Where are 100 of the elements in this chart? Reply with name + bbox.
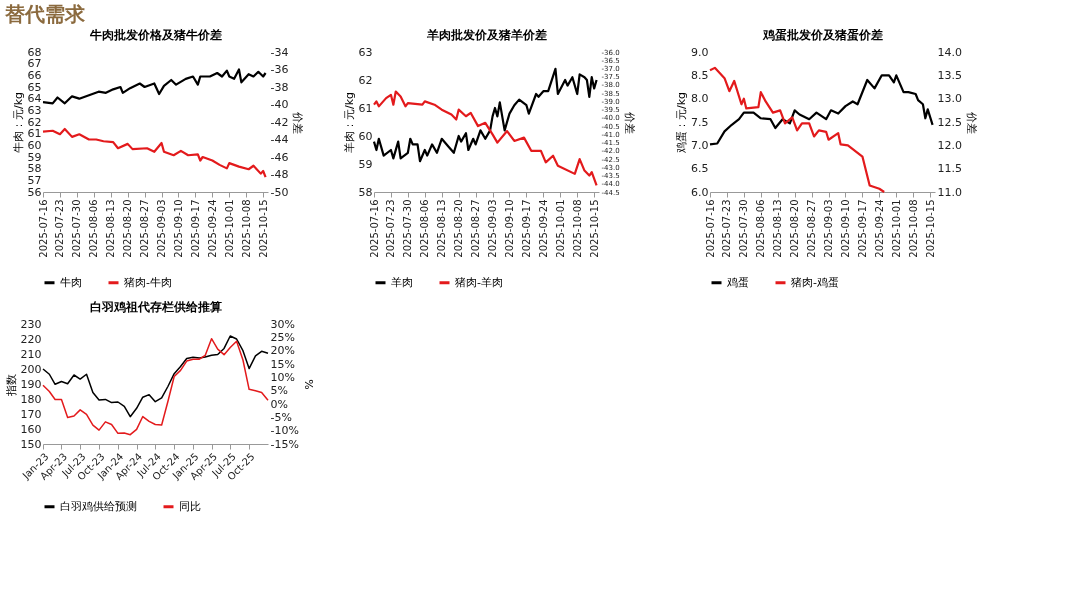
x-tick-label: 2025-09-10 xyxy=(172,199,184,258)
chart-title: 牛肉批发价格及猪牛价差 xyxy=(88,28,222,42)
y2-tick-label: 25% xyxy=(270,330,295,344)
x-tick-label: 2025-08-27 xyxy=(470,199,482,258)
x-tick-label: 2025-09-17 xyxy=(189,199,201,258)
x-tick-label: 2025-10-01 xyxy=(554,199,566,258)
x-tick-label: 2025-10-01 xyxy=(223,199,235,258)
x-tick-label: 2025-09-10 xyxy=(503,199,515,258)
x-tick-label: 2025-08-13 xyxy=(436,199,448,258)
y-tick-label: 180 xyxy=(20,392,42,406)
x-tick-label: 2025-09-10 xyxy=(839,199,851,258)
y-tick-label: 8.5 xyxy=(691,68,709,82)
y2-tick-label: 15% xyxy=(270,357,295,371)
y2-tick-label: 11.5 xyxy=(937,162,962,176)
x-tick-label: 2025-10-15 xyxy=(588,199,600,258)
line-series xyxy=(41,127,267,179)
x-tick-label: 2025-08-06 xyxy=(88,199,100,258)
y2-axis-title: 价差 xyxy=(622,110,636,134)
x-tick-label: 2025-09-24 xyxy=(206,199,218,258)
y-tick-label: 210 xyxy=(20,347,42,361)
x-tick-label: 2025-10-08 xyxy=(240,199,252,258)
x-tick-label: 2025-08-27 xyxy=(806,199,818,258)
x-tick-label: 2025-10-01 xyxy=(890,199,902,258)
y-tick-label: 67 xyxy=(27,57,42,71)
legend-label: 白羽鸡供给预测 xyxy=(60,499,137,513)
y-tick-label: 65 xyxy=(27,80,42,94)
y2-tick-label: -46 xyxy=(270,150,289,164)
x-tick-label: 2025-07-23 xyxy=(385,199,397,258)
line-series xyxy=(42,337,269,436)
x-tick-label: 2025-07-23 xyxy=(54,199,66,258)
x-tick-label: 2025-10-15 xyxy=(257,199,269,258)
y-tick-label: 6.5 xyxy=(691,162,709,176)
y-tick-label: 60 xyxy=(358,129,373,143)
legend-label: 鸡蛋 xyxy=(726,275,749,289)
y2-tick-label: 12.0 xyxy=(937,138,962,152)
x-tick-label: 2025-07-16 xyxy=(37,199,49,258)
y2-tick-label: 30% xyxy=(270,317,295,331)
y2-axis-title: 价差 xyxy=(291,110,305,134)
y-tick-label: 56 xyxy=(27,185,42,199)
y-tick-label: 59 xyxy=(358,157,373,171)
y-tick-label: 200 xyxy=(20,362,42,376)
x-tick-label: 2025-08-13 xyxy=(772,199,784,258)
y-tick-label: 150 xyxy=(20,437,42,451)
x-tick-label: 2025-07-30 xyxy=(402,199,414,258)
x-tick-label: 2025-09-24 xyxy=(873,199,885,258)
x-tick-label: 2025-10-08 xyxy=(907,199,919,258)
y-tick-label: 7.5 xyxy=(691,115,709,129)
line-series xyxy=(42,335,269,418)
y2-tick-label: -50 xyxy=(270,185,289,199)
y2-tick-label: 13.5 xyxy=(937,68,962,82)
y2-tick-label: -38 xyxy=(270,80,289,94)
y-tick-label: 58 xyxy=(27,162,42,176)
x-tick-label: 2025-10-08 xyxy=(571,199,583,258)
y-tick-label: 62 xyxy=(27,115,42,129)
x-tick-label: 2025-08-27 xyxy=(139,199,151,258)
x-tick-label: 2025-07-23 xyxy=(721,199,733,258)
line-series xyxy=(708,66,886,194)
y-tick-label: 6.0 xyxy=(691,185,709,199)
y-tick-label: 64 xyxy=(27,92,42,106)
y2-tick-label: -34 xyxy=(270,45,289,59)
x-tick-label: 2025-08-20 xyxy=(789,199,801,258)
x-tick-label: 2025-09-17 xyxy=(856,199,868,258)
x-tick-label: 2025-07-16 xyxy=(704,199,716,258)
y2-tick-label: 20% xyxy=(270,344,295,358)
y-tick-label: 58 xyxy=(358,185,373,199)
y-axis-title: 羊肉：元/kg xyxy=(342,91,356,154)
y-tick-label: 190 xyxy=(20,377,42,391)
y2-tick-label: -44 xyxy=(270,133,289,146)
x-tick-label: 2025-08-13 xyxy=(105,199,117,258)
y-tick-label: 66 xyxy=(27,68,42,82)
x-tick-label: 2025-08-06 xyxy=(755,199,767,258)
y-tick-label: 68 xyxy=(27,45,42,59)
y-tick-label: 160 xyxy=(20,422,42,436)
y-tick-label: 60 xyxy=(27,138,42,152)
legend-label: 猪肉-牛肉 xyxy=(124,275,172,289)
y-tick-label: 230 xyxy=(20,317,42,331)
y-tick-label: 63 xyxy=(27,103,42,117)
x-tick-label: 2025-09-24 xyxy=(537,199,549,258)
legend-label: 猪肉-羊肉 xyxy=(455,275,503,289)
x-tick-label: 2025-08-06 xyxy=(419,199,431,258)
legend-label: 羊肉 xyxy=(391,275,413,289)
chart-title: 鸡蛋批发价及猪蛋价差 xyxy=(761,28,883,42)
y2-axis-title: % xyxy=(301,379,315,390)
y2-tick-label: -5% xyxy=(270,410,292,424)
x-tick-label: 2025-08-20 xyxy=(122,199,134,258)
y-tick-label: 59 xyxy=(27,150,42,164)
x-tick-label: 2025-07-30 xyxy=(71,199,83,258)
y2-tick-label: -48 xyxy=(270,168,289,181)
y-axis-title: 鸡蛋：元/kg xyxy=(675,91,689,155)
y-tick-label: 61 xyxy=(358,101,373,115)
x-tick-label: 2025-09-03 xyxy=(823,199,835,258)
text: 替代需求 xyxy=(4,2,86,26)
y-tick-label: 220 xyxy=(20,332,42,346)
y-axis-title: 指数 xyxy=(4,373,18,397)
y-tick-label: 63 xyxy=(358,45,373,59)
y2-tick-label: 5% xyxy=(270,384,288,398)
y-tick-label: 62 xyxy=(358,73,373,87)
x-tick-label: 2025-07-30 xyxy=(738,199,750,258)
legend-label: 同比 xyxy=(179,499,201,513)
legend-label: 牛肉 xyxy=(60,275,82,289)
